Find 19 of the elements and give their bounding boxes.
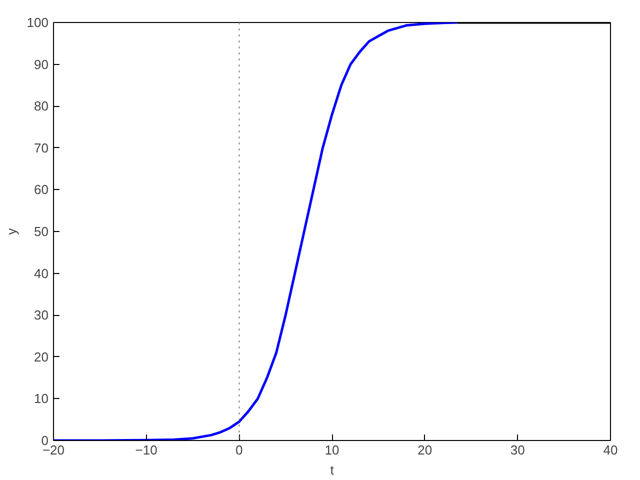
y-tick-label: 50 [34, 224, 49, 239]
y-tick-label: 10 [34, 391, 49, 406]
y-tick-label: 80 [34, 98, 49, 114]
y-tick-label: 100 [26, 15, 49, 30]
x-tick-label: 10 [324, 442, 340, 458]
y-tick-label: 20 [34, 349, 49, 364]
y-tick-label: 70 [34, 140, 49, 156]
y-axis-title: y [4, 228, 19, 235]
x-axis-title: t [330, 462, 334, 478]
x-tick-label: 20 [418, 442, 432, 458]
x-tick-label: 0 [236, 442, 243, 458]
y-tick-label: 60 [34, 182, 49, 198]
x-tick-label: −10 [135, 442, 158, 458]
y-tick-label: 0 [41, 433, 49, 448]
y-tick-label: 90 [34, 56, 49, 72]
x-tick-label: 30 [510, 442, 525, 458]
x-tick-label: 40 [603, 442, 618, 458]
y-tick-label: 30 [34, 308, 49, 323]
y-tick-label: 40 [34, 266, 49, 281]
